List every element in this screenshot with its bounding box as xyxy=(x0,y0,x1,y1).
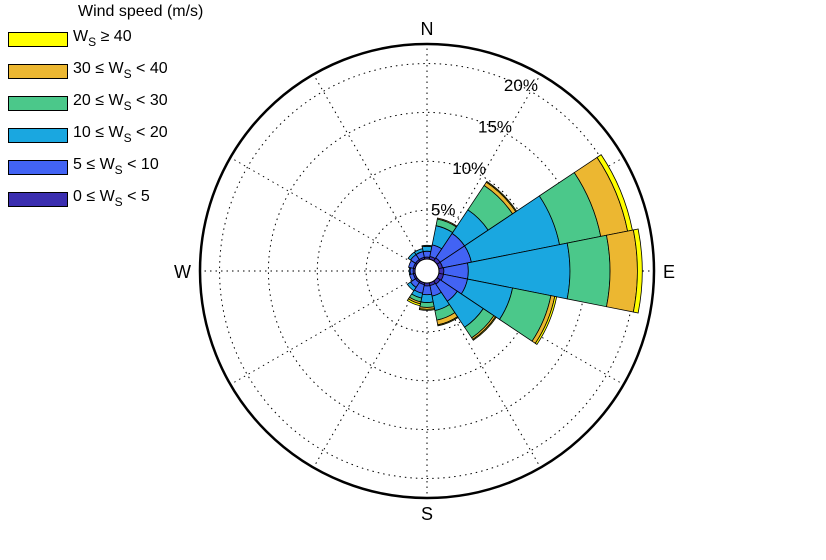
wind-bar-segment xyxy=(606,229,638,313)
ring-label: 15% xyxy=(478,118,512,137)
wind-bar-segment xyxy=(566,234,611,308)
legend-swatch xyxy=(8,128,68,143)
outer-circle xyxy=(198,42,656,500)
legend-item: 0 ≤ WS < 5 xyxy=(6,188,206,214)
wind-bar-segment xyxy=(406,298,421,307)
legend-label: 10 ≤ WS < 20 xyxy=(73,124,168,145)
legend-item: 5 ≤ WS < 10 xyxy=(6,156,206,182)
direction-label-east: E xyxy=(663,262,675,282)
wind-bar-segment xyxy=(420,293,434,303)
legend-item: 30 ≤ WS < 40 xyxy=(6,60,206,86)
legend-swatch xyxy=(8,64,68,79)
direction-label-south: S xyxy=(421,504,433,524)
center-hole xyxy=(414,258,440,284)
wind-bar-segment xyxy=(406,281,417,292)
wind-bar-segment xyxy=(413,248,424,256)
wind-bar-segment xyxy=(418,308,436,311)
legend-label: 20 ≤ WS < 30 xyxy=(73,92,168,113)
legend-swatch xyxy=(8,96,68,111)
legend-label: 30 ≤ WS < 40 xyxy=(73,60,168,81)
legend-item: WS ≥ 40 xyxy=(6,28,206,54)
wind-bar-segment xyxy=(632,228,643,314)
wind-bar-segment xyxy=(437,316,459,327)
ring-label: 20% xyxy=(504,76,538,95)
direction-label-west: W xyxy=(174,262,191,282)
wind-bar-segment xyxy=(419,301,435,308)
grid-spoke xyxy=(313,74,422,261)
legend-swatch xyxy=(8,32,68,47)
ring-label: 10% xyxy=(452,159,486,178)
legend-swatch xyxy=(8,160,68,175)
wind-bar-segment xyxy=(534,295,558,346)
direction-label-north: N xyxy=(421,19,434,39)
ring-label: 5% xyxy=(431,200,456,219)
legend-label: WS ≥ 40 xyxy=(73,28,132,49)
wind-bar-segment xyxy=(408,267,411,275)
legend-title: Wind speed (m/s) xyxy=(78,3,204,20)
legend-item: 20 ≤ WS < 30 xyxy=(6,92,206,118)
grid-spoke xyxy=(230,276,417,385)
legend: Wind speed (m/s) WS ≥ 40 30 ≤ WS < 40 20 ≤… xyxy=(6,0,206,215)
legend-swatch xyxy=(8,192,68,207)
legend-item: 10 ≤ WS < 20 xyxy=(6,124,206,150)
wind-bar-segment xyxy=(421,245,433,253)
wind-bar-segment xyxy=(421,244,433,248)
grid-spoke xyxy=(313,281,422,468)
legend-label: 5 ≤ WS < 10 xyxy=(73,156,159,177)
legend-label: 0 ≤ WS < 5 xyxy=(73,188,150,209)
grid-spoke xyxy=(230,157,417,266)
wind-bar-segment xyxy=(472,316,497,341)
